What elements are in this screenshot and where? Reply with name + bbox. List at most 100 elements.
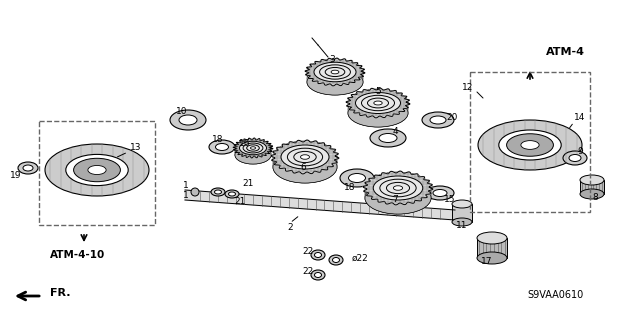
Ellipse shape — [422, 112, 454, 128]
Ellipse shape — [370, 129, 406, 147]
Ellipse shape — [170, 110, 206, 130]
Text: 12: 12 — [462, 83, 474, 92]
Ellipse shape — [477, 252, 507, 264]
Text: 15: 15 — [444, 196, 456, 204]
Ellipse shape — [307, 59, 363, 85]
Ellipse shape — [430, 116, 446, 124]
Ellipse shape — [521, 141, 539, 149]
Ellipse shape — [307, 69, 363, 95]
Text: 7: 7 — [392, 196, 398, 204]
Ellipse shape — [235, 144, 271, 162]
Ellipse shape — [373, 176, 423, 200]
Ellipse shape — [374, 101, 382, 105]
Ellipse shape — [239, 141, 266, 155]
Text: 13: 13 — [131, 144, 141, 152]
Ellipse shape — [563, 151, 587, 165]
Text: 17: 17 — [481, 257, 493, 266]
Ellipse shape — [362, 95, 394, 111]
Ellipse shape — [191, 188, 199, 196]
Text: 3: 3 — [329, 56, 335, 64]
Ellipse shape — [452, 218, 472, 226]
Text: 10: 10 — [176, 108, 188, 116]
Polygon shape — [452, 204, 472, 222]
Ellipse shape — [569, 154, 581, 161]
Text: 1: 1 — [183, 190, 189, 199]
Text: ø22: ø22 — [351, 254, 369, 263]
Ellipse shape — [235, 146, 271, 164]
Text: 18: 18 — [212, 136, 224, 145]
Text: 21: 21 — [234, 197, 246, 206]
Ellipse shape — [380, 179, 416, 197]
Ellipse shape — [478, 120, 582, 170]
Ellipse shape — [507, 134, 554, 156]
Ellipse shape — [287, 148, 323, 166]
Ellipse shape — [348, 96, 408, 124]
Polygon shape — [580, 180, 604, 194]
Ellipse shape — [477, 232, 507, 244]
Polygon shape — [305, 58, 365, 86]
Text: FR.: FR. — [50, 288, 70, 298]
Ellipse shape — [216, 144, 228, 151]
Text: 2: 2 — [287, 222, 293, 232]
Ellipse shape — [235, 139, 271, 157]
Ellipse shape — [314, 253, 321, 257]
Ellipse shape — [281, 145, 329, 169]
Ellipse shape — [319, 65, 351, 79]
Ellipse shape — [246, 145, 259, 151]
Ellipse shape — [365, 175, 431, 207]
Ellipse shape — [325, 67, 345, 77]
Text: 8: 8 — [592, 194, 598, 203]
Text: 16: 16 — [239, 138, 251, 147]
Text: 22: 22 — [302, 248, 314, 256]
Ellipse shape — [452, 200, 472, 208]
Ellipse shape — [348, 99, 408, 127]
Ellipse shape — [426, 186, 454, 200]
Text: 21: 21 — [243, 179, 253, 188]
Ellipse shape — [365, 182, 431, 214]
Ellipse shape — [307, 69, 363, 95]
Text: 9: 9 — [577, 147, 583, 157]
Polygon shape — [233, 138, 273, 158]
Text: ATM-4: ATM-4 — [545, 47, 584, 57]
Ellipse shape — [273, 148, 337, 180]
Ellipse shape — [74, 158, 120, 182]
Ellipse shape — [179, 115, 197, 125]
Ellipse shape — [499, 130, 561, 160]
Text: ATM-4-10: ATM-4-10 — [51, 250, 106, 260]
Ellipse shape — [273, 151, 337, 183]
Ellipse shape — [349, 174, 365, 182]
Text: 5: 5 — [375, 87, 381, 97]
Ellipse shape — [365, 179, 431, 211]
Ellipse shape — [235, 141, 271, 159]
Ellipse shape — [235, 146, 271, 164]
Ellipse shape — [273, 141, 337, 173]
Polygon shape — [271, 140, 339, 174]
Ellipse shape — [66, 154, 128, 186]
Text: 4: 4 — [392, 128, 398, 137]
Ellipse shape — [365, 172, 431, 204]
Text: 14: 14 — [574, 114, 586, 122]
Ellipse shape — [301, 155, 310, 159]
Ellipse shape — [307, 62, 363, 88]
Ellipse shape — [18, 162, 38, 174]
Ellipse shape — [250, 147, 255, 149]
Ellipse shape — [348, 92, 408, 120]
Polygon shape — [364, 171, 433, 205]
Ellipse shape — [348, 99, 408, 127]
Ellipse shape — [209, 140, 235, 154]
Ellipse shape — [314, 62, 356, 82]
Ellipse shape — [340, 169, 374, 187]
Ellipse shape — [355, 93, 401, 114]
Ellipse shape — [314, 272, 321, 278]
Ellipse shape — [348, 89, 408, 117]
Text: 6: 6 — [300, 162, 306, 172]
Polygon shape — [346, 88, 410, 118]
Ellipse shape — [228, 192, 236, 196]
Ellipse shape — [307, 66, 363, 92]
Ellipse shape — [311, 270, 325, 280]
Ellipse shape — [225, 190, 239, 198]
Text: 1: 1 — [183, 182, 189, 190]
Ellipse shape — [379, 133, 397, 143]
Text: 11: 11 — [456, 221, 468, 231]
Ellipse shape — [273, 144, 337, 176]
